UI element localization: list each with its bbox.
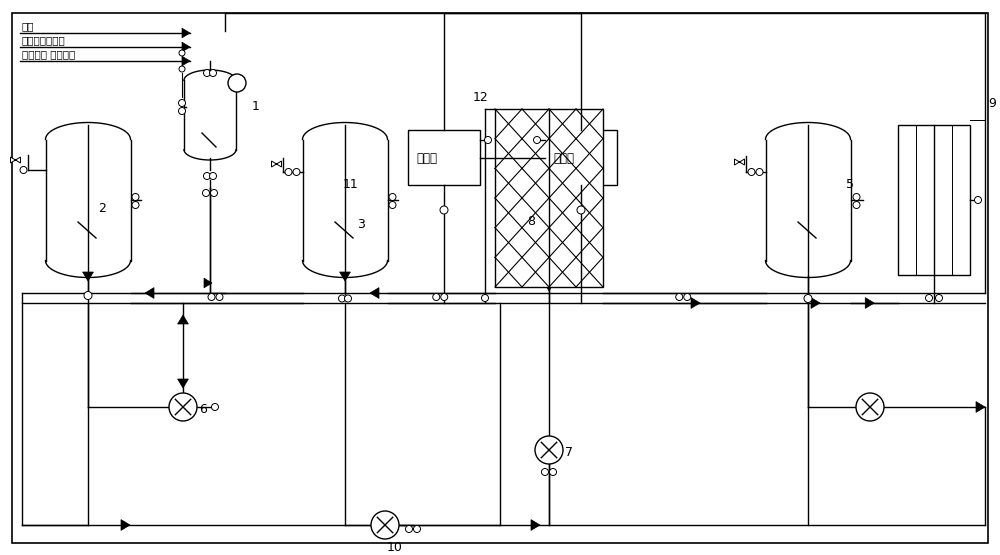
Text: 6: 6 — [199, 403, 207, 416]
Circle shape — [179, 50, 185, 56]
Circle shape — [535, 436, 563, 464]
Circle shape — [179, 66, 185, 72]
Circle shape — [534, 137, 540, 144]
Polygon shape — [121, 519, 130, 531]
Polygon shape — [178, 379, 188, 388]
Circle shape — [853, 194, 860, 200]
Circle shape — [344, 295, 352, 302]
Polygon shape — [182, 42, 190, 52]
Text: 氧气: 氧气 — [22, 21, 34, 31]
Bar — [408, 130, 480, 185]
Polygon shape — [340, 272, 350, 281]
Circle shape — [440, 206, 448, 214]
Circle shape — [371, 511, 399, 539]
Circle shape — [210, 69, 216, 77]
Circle shape — [204, 173, 210, 179]
Circle shape — [577, 206, 585, 214]
Circle shape — [285, 169, 292, 175]
Polygon shape — [544, 282, 554, 291]
Bar — [898, 125, 970, 275]
Text: 5: 5 — [846, 178, 854, 191]
Polygon shape — [182, 56, 190, 66]
Circle shape — [441, 294, 448, 300]
Circle shape — [212, 403, 218, 411]
Circle shape — [974, 196, 982, 204]
Text: 1: 1 — [252, 100, 260, 113]
Circle shape — [210, 173, 216, 179]
Circle shape — [389, 194, 396, 200]
Polygon shape — [182, 28, 190, 38]
Circle shape — [216, 294, 223, 300]
Circle shape — [676, 294, 683, 300]
Circle shape — [406, 526, 413, 532]
Text: 10: 10 — [387, 541, 403, 554]
Polygon shape — [531, 519, 540, 531]
Polygon shape — [370, 287, 379, 299]
Polygon shape — [83, 272, 93, 281]
Text: 催化剂: 催化剂 — [553, 153, 574, 165]
Circle shape — [542, 468, 548, 476]
Circle shape — [178, 108, 186, 114]
Text: 7: 7 — [565, 446, 573, 459]
Circle shape — [202, 189, 210, 196]
Circle shape — [293, 169, 300, 175]
Circle shape — [338, 295, 346, 302]
Circle shape — [204, 69, 210, 77]
Circle shape — [484, 137, 492, 144]
Polygon shape — [865, 297, 874, 309]
Circle shape — [482, 295, 488, 301]
Circle shape — [804, 295, 812, 302]
Text: 傅克反应废酸液: 傅克反应废酸液 — [22, 35, 66, 45]
Circle shape — [84, 291, 92, 300]
Polygon shape — [734, 159, 744, 165]
Circle shape — [433, 294, 440, 300]
Text: 8: 8 — [527, 215, 535, 228]
Circle shape — [208, 294, 215, 300]
Circle shape — [228, 74, 246, 92]
Circle shape — [169, 393, 197, 421]
Circle shape — [132, 194, 139, 200]
Polygon shape — [976, 402, 985, 412]
Circle shape — [414, 526, 420, 532]
Polygon shape — [272, 161, 282, 167]
Polygon shape — [145, 287, 154, 299]
Text: 氯化亚铁 酸洗废液: 氯化亚铁 酸洗废液 — [22, 49, 75, 59]
Circle shape — [853, 201, 860, 209]
Bar — [545, 130, 617, 185]
Circle shape — [926, 295, 932, 301]
Polygon shape — [544, 112, 554, 121]
Circle shape — [748, 169, 755, 175]
Circle shape — [756, 169, 763, 175]
Circle shape — [936, 295, 942, 301]
Circle shape — [684, 294, 691, 300]
Polygon shape — [178, 315, 188, 324]
Text: 稳定剂: 稳定剂 — [416, 153, 437, 165]
Polygon shape — [10, 157, 20, 163]
Polygon shape — [691, 297, 700, 309]
Text: 2: 2 — [98, 202, 106, 215]
Circle shape — [550, 468, 556, 476]
Text: 9: 9 — [988, 97, 996, 110]
Text: 12: 12 — [473, 91, 489, 104]
Text: 11: 11 — [343, 178, 359, 191]
Circle shape — [389, 201, 396, 209]
Circle shape — [210, 189, 218, 196]
Circle shape — [20, 166, 27, 174]
Polygon shape — [204, 278, 212, 288]
Circle shape — [132, 201, 139, 209]
Text: 3: 3 — [357, 218, 365, 231]
Circle shape — [856, 393, 884, 421]
Polygon shape — [811, 297, 820, 309]
Circle shape — [178, 99, 186, 107]
Bar — [495, 109, 603, 287]
